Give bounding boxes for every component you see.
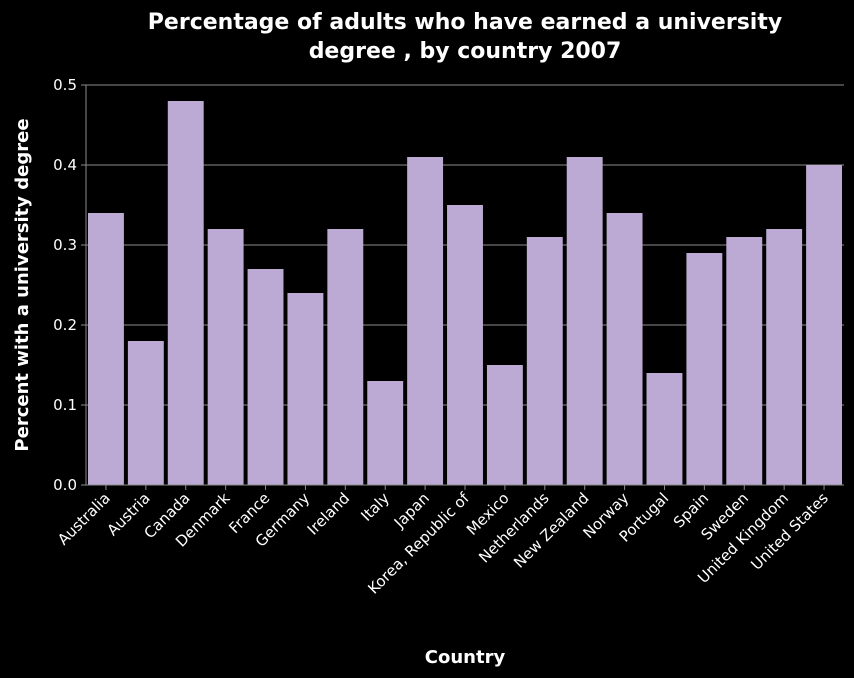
bar-sweden [726,237,763,485]
bar-spain [686,253,723,485]
y-tick-label: 0.2 [53,316,77,334]
bar-australia [87,213,124,485]
bar-portugal [646,373,683,485]
chart-title-line-1: Percentage of adults who have earned a u… [148,10,782,35]
x-axis: AustraliaAustriaCanadaDenmarkFranceGerma… [54,484,844,598]
bar-denmark [207,229,244,485]
y-tick-label: 0.3 [53,236,77,254]
x-tick-label: Ireland [304,489,353,538]
y-tick-label: 0.4 [53,156,77,174]
bar-france [247,269,284,485]
y-tick-label: 0.5 [53,76,77,94]
bar-united-states [806,165,843,485]
bar-ireland [327,229,364,485]
bar-canada [167,101,204,485]
x-tick-label: Australia [54,489,114,549]
bars [87,101,843,485]
y-tick-label: 0.0 [53,476,77,494]
x-tick-label: Italy [357,489,393,525]
y-tick-label: 0.1 [53,396,77,414]
chart-title-line-2: degree , by country 2007 [309,39,622,64]
bar-japan [407,157,444,485]
bar-germany [287,293,324,485]
bar-norway [606,213,643,485]
y-axis: 0.0 0.1 0.2 0.3 0.4 0.5 [53,76,87,494]
bar-mexico [486,365,523,485]
y-axis-title: Percent with a university degree [12,118,33,451]
bar-austria [127,341,164,485]
bar-united-kingdom [766,229,803,485]
bar-italy [367,381,404,485]
bar-netherlands [526,237,563,485]
bar-new-zealand [566,157,603,485]
x-axis-title: Country [425,647,506,668]
bar-korea-republic-of [447,205,483,485]
